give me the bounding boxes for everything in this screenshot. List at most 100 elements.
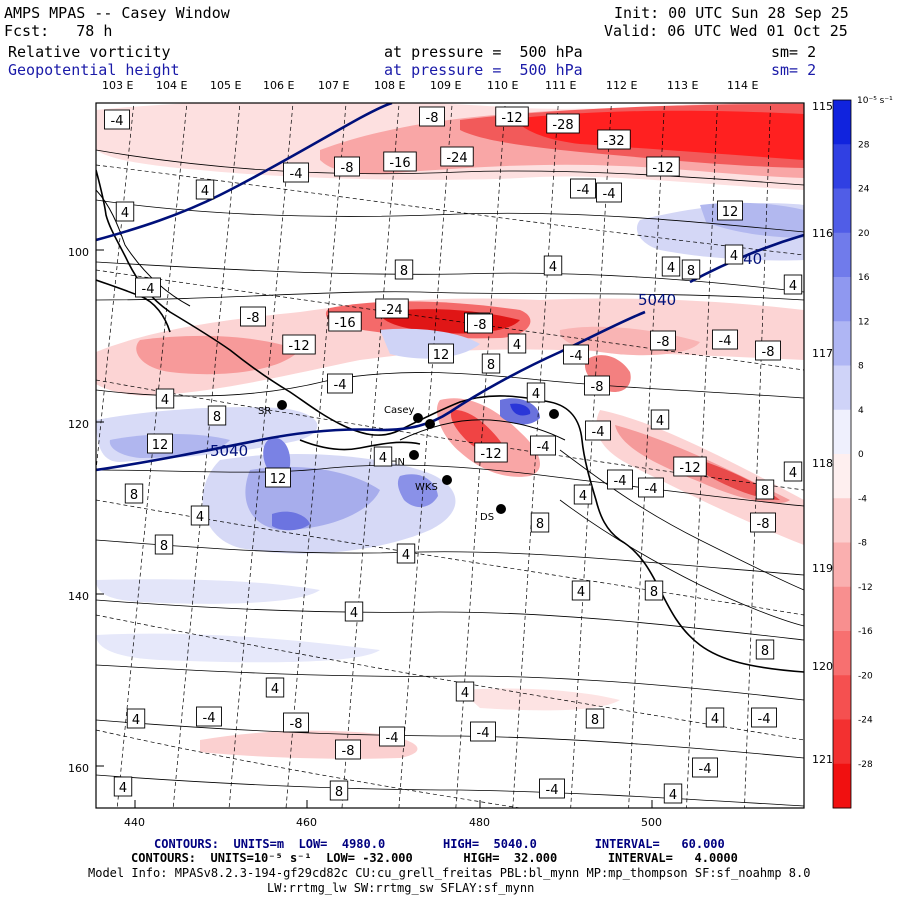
colorbar: 28 24 20 16 12 8 4 0 -4 -8 -12 -16 -20 -24 -28	[832, 99, 873, 809]
field1-smoothing: sm= 2	[771, 43, 817, 61]
shade-pos-spot-c	[397, 474, 438, 508]
vorticity-label: -4	[283, 162, 309, 183]
vorticity-label: 4	[344, 601, 364, 622]
vorticity-label-text: -12	[288, 339, 309, 354]
vorticity-label-text: 8	[400, 264, 408, 279]
vorticity-label-text: -8	[762, 345, 775, 360]
colorbar-swatch	[833, 144, 851, 189]
vorticity-label-text: 8	[130, 488, 138, 503]
vorticity-label-text: -4	[645, 482, 658, 497]
vorticity-label: -4	[638, 477, 664, 498]
lon-label-106e: 106 E	[263, 79, 294, 92]
vorticity-label: -4	[327, 373, 353, 394]
vorticity-label-text: 4	[402, 548, 410, 563]
vorticity-label: 8	[755, 639, 775, 660]
colorbar-label: 28	[858, 140, 870, 150]
vorticity-label-box	[650, 409, 670, 430]
vorticity-label-text: -12	[480, 447, 501, 462]
vorticity-label-box	[455, 681, 475, 702]
vorticity-label-box	[470, 721, 496, 742]
vorticity-label-box	[207, 405, 227, 426]
vorticity-label: -28	[546, 113, 580, 134]
vorticity-label-text: 4	[161, 393, 169, 408]
vorticity-label: 8	[585, 708, 605, 729]
shelf-edge-casey	[399, 419, 566, 441]
vorticity-label-text: 4	[461, 686, 469, 701]
vorticity-label-box	[196, 706, 222, 727]
vorticity-label: -4	[607, 469, 633, 490]
vorticity-label-box	[195, 179, 215, 200]
vorticity-label: -4	[470, 721, 496, 742]
plot-area: SR Casey HN WKS DS 5040 5040 5040 -4-8-1…	[96, 103, 804, 808]
vorticity-label-text: -4	[203, 711, 216, 726]
vorticity-label: 8	[154, 534, 174, 555]
vorticity-label: 4	[724, 244, 744, 265]
vorticity-label: -8	[584, 375, 610, 396]
vorticity-label: 8	[207, 405, 227, 426]
vorticity-label-box	[104, 109, 130, 130]
colorbar-swatch	[833, 498, 851, 543]
vorticity-label-text: 4	[271, 682, 279, 697]
parallel-2	[96, 269, 804, 371]
vorticity-label: 4	[783, 461, 803, 482]
colorbar-swatch	[833, 277, 851, 322]
vorticity-label-text: -28	[552, 118, 573, 133]
lon-label-110e: 110 E	[487, 79, 518, 92]
vorticity-label-text: -4	[477, 726, 490, 741]
vorticity-label-text: -12	[652, 161, 673, 176]
x-label-460: 460	[296, 816, 317, 829]
vorticity-label: 8	[530, 512, 550, 533]
vorticity-label-text: -4	[386, 731, 399, 746]
vorticity-label-box	[755, 639, 775, 660]
vorticity-label: -4	[692, 757, 718, 778]
vorticity-label: 8	[329, 780, 349, 801]
lon-label-113e: 113 E	[667, 79, 698, 92]
vorticity-label-box	[607, 469, 633, 490]
parallel-1	[96, 164, 804, 256]
contour-line-8	[96, 599, 804, 641]
vorticity-label-box	[681, 259, 701, 280]
colorbar-swatch	[833, 542, 851, 588]
vorticity-label-text: 4	[379, 451, 387, 466]
vorticity-label-text: -8	[591, 380, 604, 395]
vorticity-label-text: 8	[335, 785, 343, 800]
vorticity-label: -12	[495, 106, 529, 127]
vorticity-label-text: 4	[513, 338, 521, 353]
vorticity-label: -8	[755, 340, 781, 361]
meridian-107e	[285, 103, 347, 808]
parallel-4	[96, 499, 804, 616]
vorticity-label: 4	[373, 446, 393, 467]
lon-labels-top: 103 E 104 E 105 E 106 E 107 E 108 E 109 …	[102, 79, 758, 92]
vorticity-label-box	[755, 479, 775, 500]
meridian-109e	[398, 103, 453, 808]
vorticity-label-box	[265, 467, 291, 488]
colorbar-swatch	[833, 675, 851, 720]
shade-pos-spot-a	[263, 437, 291, 475]
x-label-440: 440	[124, 816, 145, 829]
vorticity-label: -4	[751, 707, 777, 728]
vorticity-label-box	[597, 129, 631, 150]
vorticity-label: 4	[155, 388, 175, 409]
vorticity-label-text: 4	[132, 713, 140, 728]
vorticity-label-text: -12	[679, 461, 700, 476]
parallel-5	[96, 614, 804, 741]
vorticity-label-box	[155, 388, 175, 409]
vorticity-label-box	[543, 255, 563, 276]
vorticity-label-box	[265, 677, 285, 698]
vorticity-label-text: 8	[650, 585, 658, 600]
vorticity-label-text: -4	[290, 167, 303, 182]
vorticity-label: 12	[428, 343, 454, 364]
vorticity-label: -8	[335, 739, 361, 760]
vorticity-label-box	[282, 334, 316, 355]
vorticity-label-box	[755, 340, 781, 361]
vorticity-label-box	[124, 483, 144, 504]
vorticity-label: 8	[644, 580, 664, 601]
colorbar-label: -8	[858, 539, 867, 549]
vorticity-label: -8	[419, 106, 445, 127]
vorticity-label: 4	[526, 382, 546, 403]
vorticity-label-box	[638, 477, 664, 498]
contour-line-4	[96, 291, 804, 301]
vorticity-label-box	[563, 344, 589, 365]
vorticity-label: -16	[328, 311, 362, 332]
